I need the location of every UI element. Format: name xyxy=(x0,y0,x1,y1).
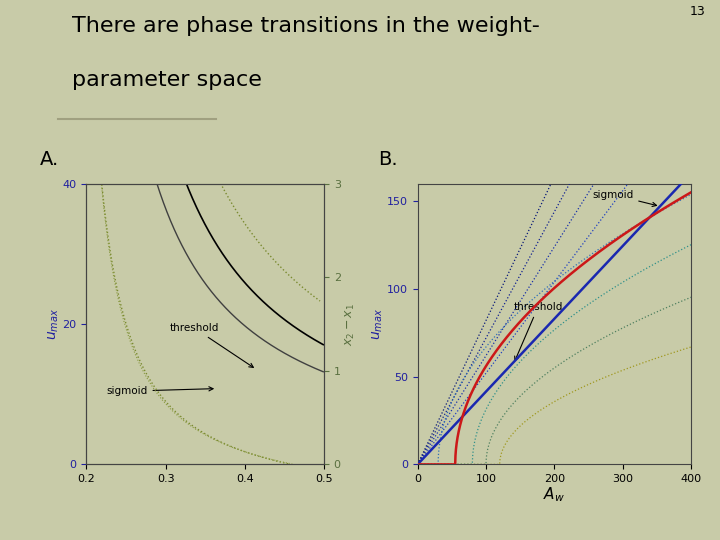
Text: 13: 13 xyxy=(690,5,706,18)
Text: sigmoid: sigmoid xyxy=(592,190,657,206)
Text: sigmoid: sigmoid xyxy=(107,386,213,396)
Text: threshold: threshold xyxy=(513,302,563,361)
Y-axis label: $u_{max}$: $u_{max}$ xyxy=(371,308,385,340)
X-axis label: $A_w$: $A_w$ xyxy=(544,485,565,504)
Text: B.: B. xyxy=(378,150,397,168)
Text: There are phase transitions in the weight-: There are phase transitions in the weigh… xyxy=(72,16,540,36)
Y-axis label: $x_2 - x_1$: $x_2 - x_1$ xyxy=(343,302,356,346)
Text: parameter space: parameter space xyxy=(72,70,262,90)
Y-axis label: $u_{max}$: $u_{max}$ xyxy=(47,308,61,340)
Text: A.: A. xyxy=(40,150,59,168)
Text: threshold: threshold xyxy=(170,323,253,367)
